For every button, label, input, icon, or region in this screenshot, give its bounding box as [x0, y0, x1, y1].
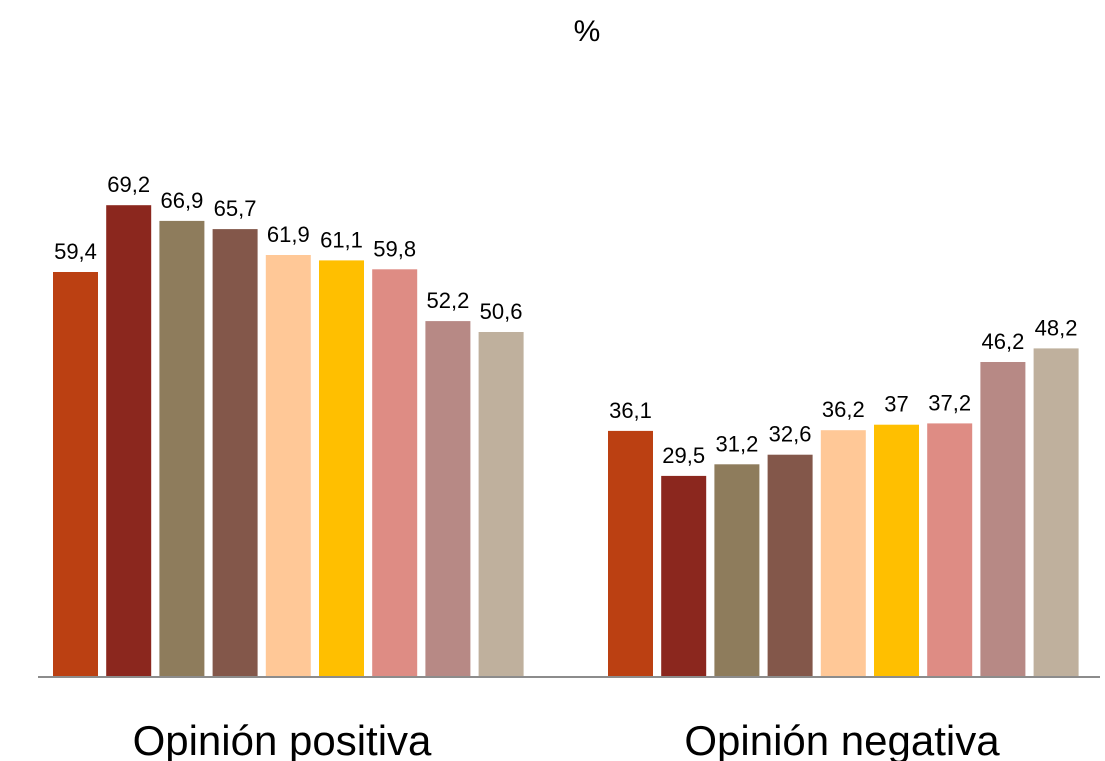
- bar-negative-3: [714, 464, 759, 677]
- bar-positive-1: [53, 272, 98, 677]
- data-label: 59,4: [54, 239, 97, 264]
- data-label: 59,8: [373, 236, 416, 261]
- category-label: Opinión positiva: [133, 717, 432, 761]
- chart-title: %: [574, 15, 601, 48]
- bar-negative-8: [980, 362, 1025, 677]
- bar-positive-8: [425, 321, 470, 677]
- bar-positive-9: [479, 332, 524, 677]
- bar-negative-6: [874, 425, 919, 677]
- bar-positive-2: [106, 205, 151, 677]
- bar-positive-3: [159, 221, 204, 677]
- data-label: 66,9: [160, 188, 203, 213]
- data-label: 46,2: [981, 329, 1024, 354]
- data-label: 32,6: [769, 422, 812, 447]
- bar-negative-2: [661, 476, 706, 677]
- bar-positive-6: [319, 260, 364, 677]
- data-label: 29,5: [662, 443, 705, 468]
- data-label: 61,9: [267, 222, 310, 247]
- data-label: 36,2: [822, 397, 865, 422]
- category-labels-group: Opinión positiva Opinión negativa: [133, 717, 1001, 761]
- data-label: 52,2: [426, 288, 469, 313]
- data-label: 50,6: [480, 299, 523, 324]
- data-label: 31,2: [715, 431, 758, 456]
- bars-group: [53, 205, 1079, 677]
- bar-positive-5: [266, 255, 311, 677]
- data-label: 37,2: [928, 390, 971, 415]
- data-label: 61,1: [320, 227, 363, 252]
- bar-negative-4: [768, 455, 813, 677]
- data-label: 48,2: [1035, 315, 1078, 340]
- data-label: 69,2: [107, 172, 150, 197]
- category-label: Opinión negativa: [684, 717, 1000, 761]
- bar-positive-7: [372, 269, 417, 677]
- data-label: 65,7: [214, 196, 257, 221]
- data-labels-group: 59,4 69,2 66,9 65,7 61,9 61,1 59,8 52,2 50,6 36,1…: [54, 172, 1077, 468]
- bar-negative-1: [608, 431, 653, 677]
- bar-negative-5: [821, 430, 866, 677]
- bar-positive-4: [213, 229, 258, 677]
- data-label: 36,1: [609, 398, 652, 423]
- data-label: 37: [884, 392, 908, 417]
- bar-negative-7: [927, 423, 972, 677]
- bar-negative-9: [1034, 348, 1079, 677]
